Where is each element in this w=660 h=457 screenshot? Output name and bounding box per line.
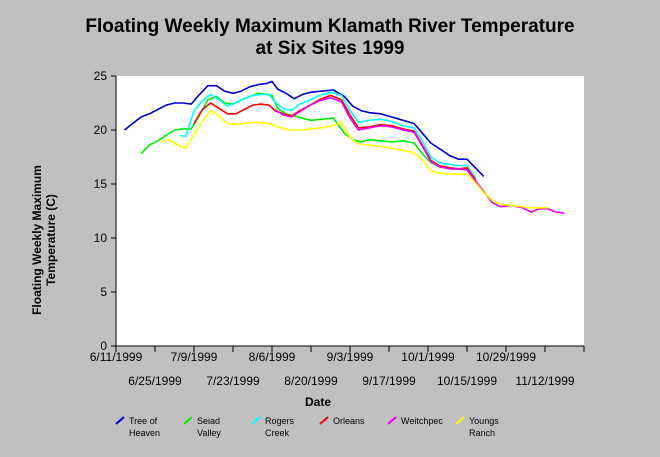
y-tick-label-5: 25: [94, 69, 108, 83]
chart-title-line-2: at Six Sites 1999: [256, 38, 405, 59]
series-line-5: [160, 109, 548, 209]
legend-swatch-1: [183, 416, 193, 425]
legend-label-2-1: Creek: [265, 428, 290, 438]
x-tick-label-0: 6/11/1999: [90, 350, 143, 364]
x-tick-label-8: 10/1/1999: [401, 350, 455, 364]
series-line-4: [274, 96, 565, 214]
legend-item-1: Seiad Valley: [183, 416, 221, 438]
series-line-2: [179, 91, 477, 178]
series-line-0: [123, 80, 485, 177]
legend: Tree of Heaven Seiad Valley Rogers Creek Orlea…: [115, 416, 499, 438]
legend-label-1-0: Seiad: [197, 416, 220, 426]
legend-swatch-0: [115, 416, 125, 425]
legend-label-0-1: Heaven: [129, 428, 160, 438]
x-tick-label-4: 8/6/1999: [249, 350, 296, 364]
legend-item-4: Weitchpec: [387, 416, 443, 426]
x-tick-label-2: 7/9/1999: [171, 350, 218, 364]
plot-area: 0 5 10 15 20 25 6/11/1999 6/25/1999 7/9/1999 7/23…: [90, 69, 585, 388]
legend-label-2-0: Rogers: [265, 416, 295, 426]
y-axis-title-line-1: Floating Weekly Maximum: [30, 165, 44, 315]
y-tick-label-1: 5: [100, 285, 107, 299]
x-tick-label-5: 8/20/1999: [284, 374, 338, 388]
x-tick-label-11: 11/12/1999: [515, 374, 574, 388]
legend-swatch-4: [387, 416, 397, 425]
x-tick-label-1: 6/25/1999: [128, 374, 182, 388]
legend-label-3-0: Orleans: [333, 416, 365, 426]
y-tick-label-4: 20: [94, 123, 108, 137]
x-tick-label-10: 10/29/1999: [476, 350, 536, 364]
legend-label-5-0: Youngs: [469, 416, 499, 426]
y-axis-title: Floating Weekly Maximum Temperature (C): [30, 165, 58, 315]
legend-label-0-0: Tree of: [129, 416, 158, 426]
x-tick-label-9: 10/15/1999: [437, 374, 497, 388]
legend-label-1-1: Valley: [197, 428, 221, 438]
y-tick-label-0: 0: [100, 339, 107, 353]
legend-item-5: Youngs Ranch: [455, 416, 499, 438]
x-tick-label-6: 9/3/1999: [327, 350, 374, 364]
y-axis-title-line-2: Temperature (C): [44, 194, 58, 286]
legend-label-5-1: Ranch: [469, 428, 495, 438]
legend-item-2: Rogers Creek: [251, 416, 295, 438]
legend-item-3: Orleans: [319, 416, 365, 426]
legend-item-0: Tree of Heaven: [115, 416, 160, 438]
x-tick-label-3: 7/23/1999: [206, 374, 260, 388]
chart-title-line-1: Floating Weekly Maximum Klamath River Te…: [85, 16, 574, 37]
x-tick-label-7: 9/17/1999: [362, 374, 416, 388]
plot-background: [116, 76, 584, 346]
y-tick-label-2: 10: [94, 231, 108, 245]
legend-swatch-5: [455, 416, 465, 425]
legend-swatch-3: [319, 416, 329, 425]
legend-label-4-0: Weitchpec: [401, 416, 443, 426]
x-axis-title: Date: [305, 395, 331, 409]
y-tick-label-3: 15: [94, 177, 108, 191]
legend-swatch-2: [251, 416, 261, 425]
